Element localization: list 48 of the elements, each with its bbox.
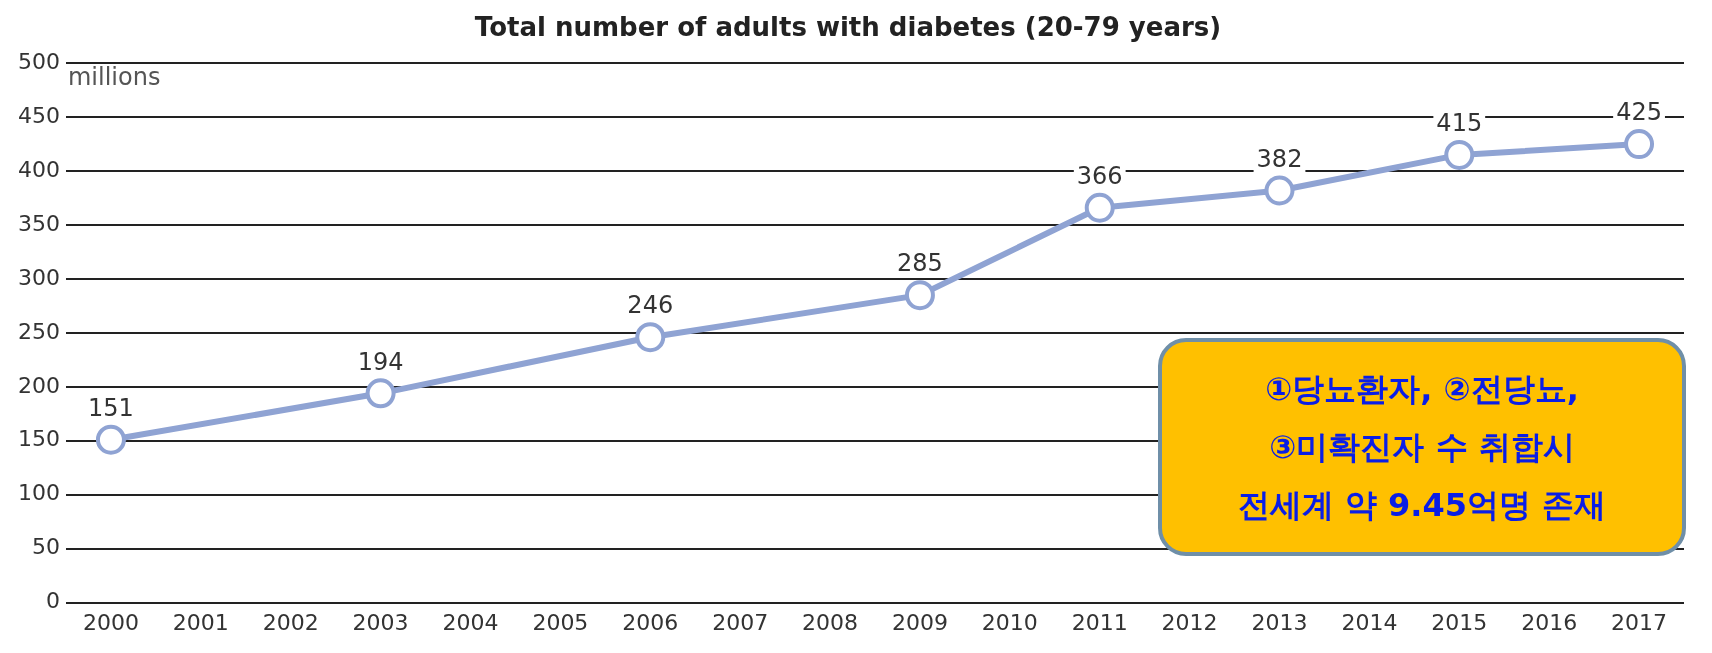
data-label: 382 (1256, 144, 1303, 173)
data-label: 285 (897, 249, 943, 278)
note-box: ①당뇨환자, ②전당뇨, ③미확진자 수 취합시 전세계 약 9.45억명 존재 (1158, 338, 1686, 556)
x-tick-label: 2005 (532, 609, 589, 635)
y-tick-label: 100 (17, 480, 60, 506)
x-tick-label: 2009 (891, 609, 948, 635)
y-tick-label: 450 (17, 102, 60, 128)
y-tick-label: 0 (45, 588, 60, 614)
y-tick-label: 400 (17, 156, 60, 182)
point (1264, 175, 1295, 206)
y-tick-label: 300 (17, 264, 60, 290)
data-label: 151 (88, 393, 134, 422)
x-tick-label: 2000 (82, 609, 139, 635)
point (635, 322, 666, 353)
y-tick-label: 350 (17, 210, 60, 236)
point (1084, 192, 1115, 223)
data-label: 246 (627, 291, 674, 320)
x-tick-label: 2001 (172, 609, 229, 635)
x-tick-label: 2002 (262, 609, 319, 635)
chart-title: Total number of adults with diabetes (20-79 years) (474, 12, 1222, 43)
x-tick-label: 2015 (1431, 609, 1488, 635)
y-tick-label: 200 (17, 372, 60, 398)
x-tick-label: 2003 (352, 609, 409, 635)
data-label: 366 (1076, 161, 1123, 190)
x-tick-label: 2011 (1071, 609, 1128, 635)
x-tick-label: 2004 (442, 609, 499, 635)
point (95, 424, 126, 455)
x-tick-label: 2014 (1341, 609, 1398, 635)
data-label: 194 (357, 347, 404, 376)
x-tick-label: 2017 (1611, 609, 1668, 635)
point (1624, 129, 1655, 160)
x-tick-label: 2012 (1161, 609, 1218, 635)
x-tick-label: 2013 (1251, 609, 1308, 635)
y-tick-label: 500 (17, 48, 60, 74)
x-tick-label: 2006 (622, 609, 679, 635)
y-tick-label: 50 (31, 534, 60, 560)
point (1444, 139, 1475, 170)
y-tick-label: 150 (17, 426, 60, 452)
point (904, 280, 935, 311)
data-label: 425 (1616, 98, 1662, 127)
point (365, 378, 396, 409)
y-tick-label: 250 (17, 318, 60, 344)
x-tick-label: 2010 (981, 609, 1038, 635)
x-tick-label: 2016 (1521, 609, 1578, 635)
y-axis-title: millions (67, 63, 161, 92)
x-tick-label: 2007 (712, 609, 769, 635)
data-label: 415 (1436, 109, 1483, 138)
x-tick-label: 2008 (802, 609, 859, 635)
